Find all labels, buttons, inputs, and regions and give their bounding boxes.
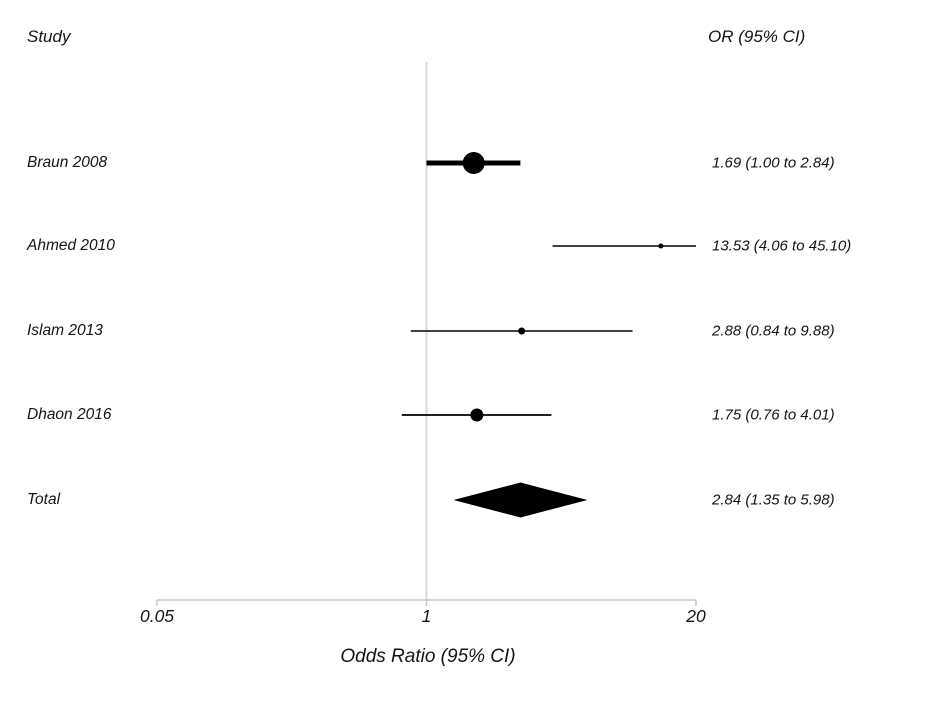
x-axis-tick-label: 20 [686, 606, 706, 626]
study-name: Dhaon 2016 [27, 406, 112, 423]
or-ci-value: 2.88 (0.84 to 9.88) [712, 322, 835, 340]
x-axis-tick-label: 1 [421, 606, 432, 626]
x-axis-title: Odds Ratio (95% CI) [340, 646, 516, 667]
summary-diamond [453, 482, 588, 518]
column-header-study: Study [27, 27, 71, 46]
study-name: Ahmed 2010 [27, 237, 115, 254]
point-estimate-marker [462, 152, 485, 174]
study-name: Braun 2008 [27, 154, 108, 171]
point-estimate-marker [658, 243, 664, 249]
total-label: Total [27, 491, 61, 508]
or-ci-value: 13.53 (4.06 to 45.10) [712, 237, 852, 255]
total-or-ci-value: 2.84 (1.35 to 5.98) [712, 491, 835, 509]
study-name: Islam 2013 [27, 322, 103, 339]
point-estimate-marker [518, 327, 526, 335]
x-axis-tick-label: 0.05 [139, 606, 175, 626]
point-estimate-marker [470, 408, 484, 422]
or-ci-value: 1.69 (1.00 to 2.84) [712, 154, 835, 172]
column-header-or-ci: OR (95% CI) [708, 27, 806, 46]
or-ci-value: 1.75 (0.76 to 4.01) [712, 406, 835, 424]
